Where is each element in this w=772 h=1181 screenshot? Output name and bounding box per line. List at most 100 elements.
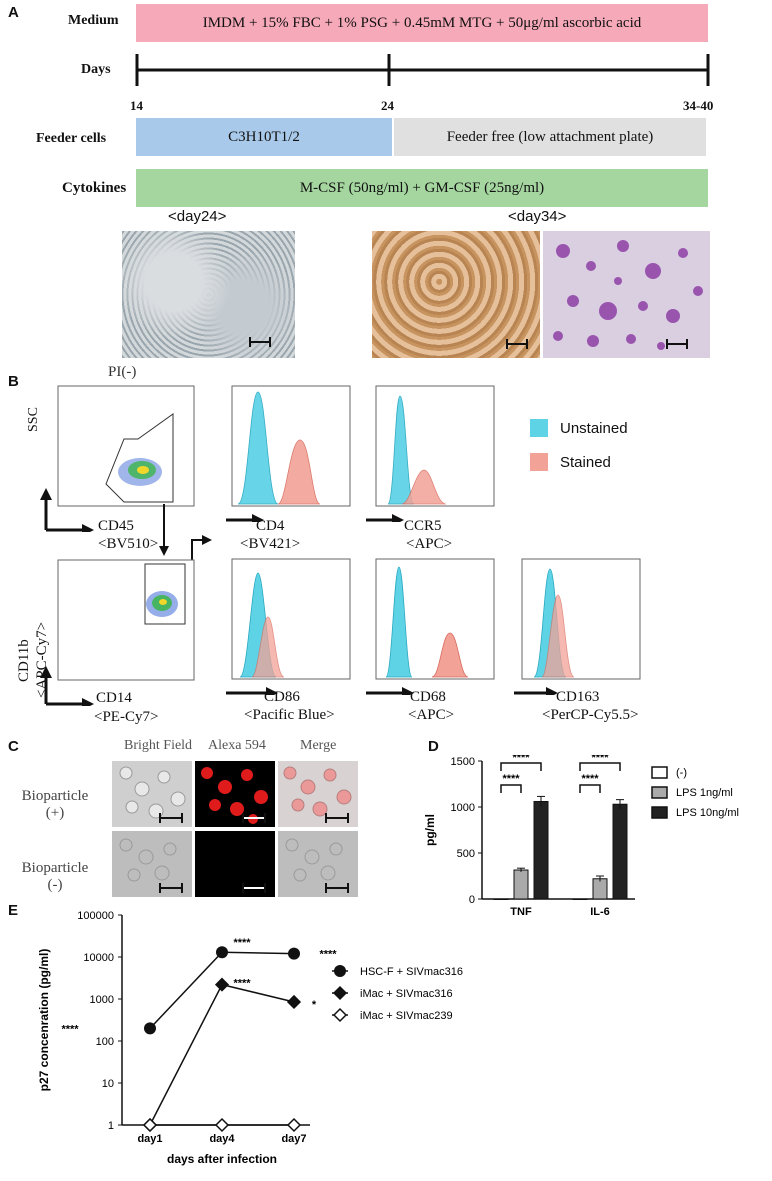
- row-label-1b: (+): [45, 805, 65, 821]
- bar: [612, 803, 628, 900]
- img-bright-plus: [112, 761, 192, 827]
- y-tick-label: 1: [108, 1120, 114, 1132]
- micrograph-day24: [122, 231, 295, 358]
- legend-swatch: [651, 806, 668, 819]
- y-tick-label: 1500: [451, 756, 475, 768]
- marker-cd163: CD163: [556, 689, 600, 705]
- marker-cd4: CD4: [256, 518, 285, 534]
- data-point: [144, 1022, 156, 1035]
- sig-label: ****: [502, 773, 520, 785]
- sig-bracket: [500, 784, 522, 793]
- legend-swatch: [530, 453, 548, 471]
- data-point: [286, 994, 302, 1010]
- col-alexa-594: Alexa 594: [208, 738, 266, 753]
- photo-label-day34: <day34>: [508, 208, 567, 225]
- scale-bar: [325, 813, 349, 823]
- legend-label: LPS 10ng/ml: [676, 807, 739, 819]
- data-point: [214, 1117, 230, 1133]
- x-tick-label: TNF: [510, 906, 532, 915]
- legend-label: LPS 1ng/ml: [676, 787, 733, 799]
- sig-label: ****: [591, 755, 609, 764]
- sig-label: ****: [581, 773, 599, 785]
- panel-c-letter: C: [8, 738, 19, 755]
- panel-a-letter: A: [8, 4, 19, 21]
- day-tick-34-40: 34-40: [683, 98, 714, 113]
- x-tick-label: IL-6: [590, 906, 610, 915]
- sig-label: ****: [512, 755, 530, 764]
- scale-bar: [242, 813, 266, 823]
- sig-label: *: [312, 999, 317, 1011]
- gate-title: PI(-): [108, 364, 137, 380]
- legend-swatch: [651, 786, 668, 799]
- legend-marker: [334, 965, 346, 977]
- bar: [493, 898, 509, 900]
- bar: [513, 869, 529, 900]
- y-tick-label: 1000: [90, 994, 114, 1006]
- legend-marker: [332, 1007, 348, 1023]
- scale-bar: [325, 883, 349, 893]
- panel-b-letter: B: [8, 373, 19, 390]
- panel-e-letter: E: [8, 902, 19, 919]
- data-point: [288, 947, 300, 960]
- day-tick-24: 24: [381, 98, 394, 113]
- histogram-cd163: [514, 558, 641, 695]
- day-tick-14: 14: [130, 98, 143, 113]
- feeder-bar-free: Feeder free (low attachment plate): [394, 118, 706, 156]
- pe-cy7-label: <PE-Cy7>: [94, 709, 159, 725]
- x-tick-label: day4: [209, 1133, 235, 1145]
- img-merge-minus: [278, 831, 358, 897]
- legend-label: Stained: [560, 453, 611, 471]
- data-point: [286, 1117, 302, 1133]
- data-point: [214, 977, 230, 992]
- scale-bar: [506, 339, 528, 349]
- sig-bracket: [500, 762, 542, 771]
- bar: [592, 878, 608, 900]
- bv510-label: <BV510>: [98, 536, 159, 552]
- panel-d-letter: D: [428, 738, 439, 755]
- feeder-bar-c3h10: C3H10T1/2: [136, 118, 392, 156]
- sig-label: ****: [319, 949, 337, 961]
- legend-label: (-): [676, 767, 687, 779]
- sig-label: ****: [61, 1023, 79, 1035]
- col-merge: Merge: [300, 738, 337, 753]
- cytokines-label: Cytokines: [62, 180, 127, 196]
- fluor-apc-1: <APC>: [406, 536, 453, 552]
- feeder-2-text: Feeder free (low attachment plate): [446, 128, 654, 145]
- row-label-1: Bioparticle: [21, 788, 89, 804]
- legend-label: iMac + SIVmac316: [360, 988, 453, 1000]
- y-tick-label: 1000: [451, 802, 475, 814]
- cd11b-label: CD11b: [16, 639, 32, 682]
- marker-cd86: CD86: [264, 689, 300, 705]
- legend-marker: [332, 985, 348, 1001]
- data-point: [216, 946, 228, 959]
- micrograph-day34-stained: [543, 231, 710, 358]
- row-label-2b: (-): [47, 877, 63, 893]
- bar: [533, 800, 549, 900]
- chart-p27-concentration: 1 10 100 1000 10000 100000 p27 concenration (p…: [37, 910, 463, 1166]
- stained-cells: [553, 240, 703, 350]
- histogram-cd4: [226, 385, 351, 522]
- apc-cy7-label: <APC-Cy7>: [34, 621, 50, 698]
- y-tick-label: 500: [457, 848, 475, 860]
- scale-bar: [159, 883, 183, 893]
- scatter-cd11b-cd14: [40, 559, 195, 706]
- cytokines-text: M-CSF (50ng/ml) + GM-CSF (25ng/ml): [299, 179, 545, 196]
- medium-label: Medium: [68, 13, 119, 28]
- scale-bar: [159, 813, 183, 823]
- img-merge-plus: [278, 761, 358, 827]
- x-axis-label: days after infection: [167, 1152, 277, 1166]
- medium-bar: IMDM + 15% FBC + 1% PSG + 0.45mM MTG + 5…: [136, 4, 708, 42]
- histogram-ccr5: [366, 385, 495, 522]
- row-bioparticle-minus: Bioparticle (-): [6, 860, 104, 894]
- scale-bar: [249, 337, 271, 347]
- legend-stained: Stained: [530, 453, 611, 471]
- y-tick-label: 100: [96, 1036, 114, 1048]
- legend-unstained: Unstained: [530, 419, 628, 437]
- fluor-pacific-blue: <Pacific Blue>: [244, 707, 335, 723]
- scatter-ssc-cd45: [40, 385, 195, 532]
- feeder-label: Feeder cells: [36, 131, 107, 146]
- marker-ccr5: CCR5: [404, 518, 442, 534]
- marker-cd68: CD68: [410, 689, 446, 705]
- legend-swatch: [530, 419, 548, 437]
- legend-label: iMac + SIVmac239: [360, 1010, 453, 1022]
